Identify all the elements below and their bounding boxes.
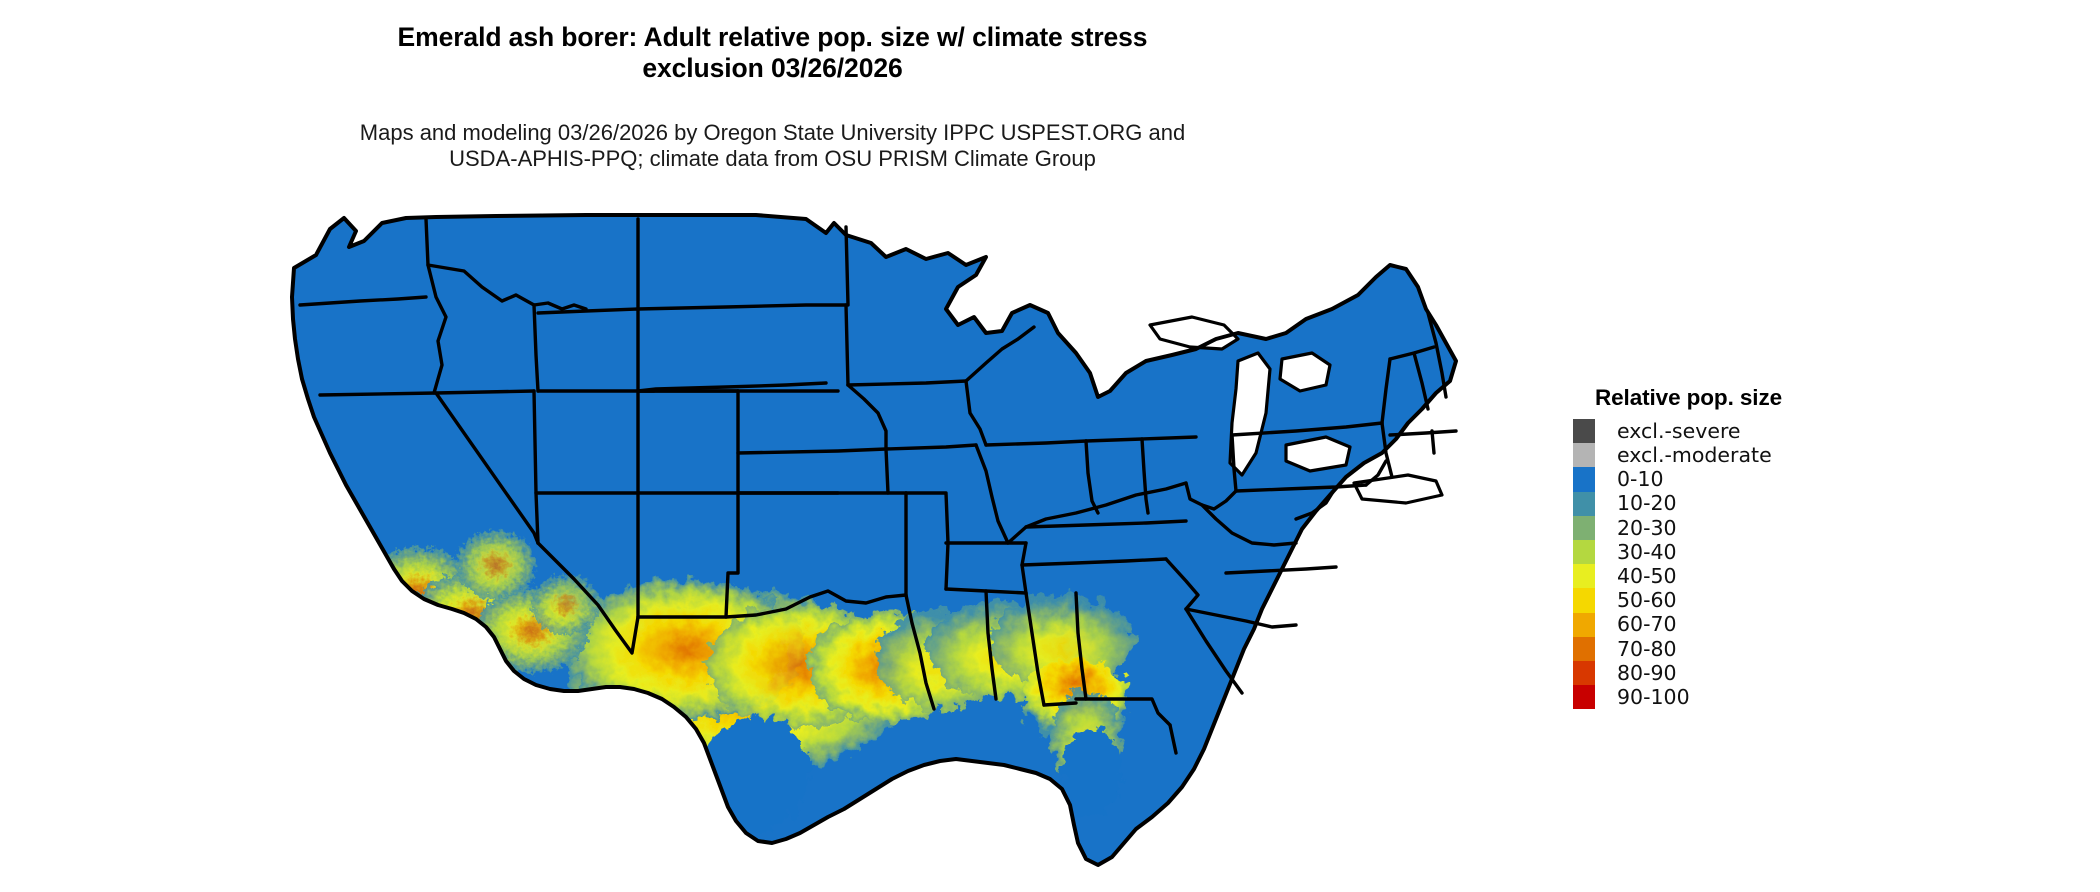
legend-swatch bbox=[1573, 685, 1595, 710]
legend-swatch bbox=[1573, 443, 1595, 468]
legend-item: 50-60 bbox=[1573, 588, 1993, 613]
legend-label: 30-40 bbox=[1617, 539, 1677, 564]
legend-item: 80-90 bbox=[1573, 660, 1993, 686]
legend-label: 90-100 bbox=[1617, 684, 1690, 709]
legend-label: 40-50 bbox=[1617, 563, 1677, 588]
legend-label: 60-70 bbox=[1617, 612, 1677, 637]
legend-item: 70-80 bbox=[1573, 636, 1993, 661]
cool-south-texas bbox=[702, 717, 1122, 829]
legend-item: excl.-moderate bbox=[1573, 443, 1993, 468]
legend-swatch bbox=[1573, 491, 1595, 516]
legend-item: 30-40 bbox=[1573, 539, 1993, 565]
legend-label: 10-20 bbox=[1617, 491, 1677, 516]
legend-swatch bbox=[1573, 660, 1595, 686]
legend-swatch bbox=[1573, 612, 1595, 637]
legend-swatch bbox=[1573, 467, 1595, 492]
legend-swatch bbox=[1573, 564, 1595, 589]
map-svg bbox=[290, 213, 1458, 867]
legend: Relative pop. size excl.-severe excl.-mod… bbox=[1573, 385, 1993, 710]
legend-swatch bbox=[1573, 539, 1595, 565]
legend-swatch bbox=[1573, 636, 1595, 661]
legend-swatch bbox=[1573, 515, 1595, 540]
legend-item: 10-20 bbox=[1573, 491, 1993, 516]
legend-items: excl.-severe excl.-moderate 0-10 10-20 20-30… bbox=[1573, 418, 1993, 710]
legend-label: 70-80 bbox=[1617, 636, 1677, 661]
legend-label: excl.-moderate bbox=[1617, 443, 1772, 468]
great-lakes bbox=[1148, 315, 1444, 505]
subtitle-line-2: USDA-APHIS-PPQ; climate data from OSU PR… bbox=[449, 146, 1096, 172]
legend-item: 60-70 bbox=[1573, 612, 1993, 637]
legend-label: 0-10 bbox=[1617, 467, 1664, 492]
title-line-1: Emerald ash borer: Adult relative pop. s… bbox=[397, 22, 1148, 52]
page-subtitle: Maps and modeling 03/26/2026 by Oregon S… bbox=[0, 120, 1545, 173]
legend-item: 20-30 bbox=[1573, 515, 1993, 540]
legend-label: excl.-severe bbox=[1617, 418, 1741, 443]
state-boundaries bbox=[290, 213, 1458, 867]
legend-item: 90-100 bbox=[1573, 684, 1993, 710]
legend-item: 40-50 bbox=[1573, 563, 1993, 589]
legend-swatch bbox=[1573, 419, 1595, 444]
legend-swatch bbox=[1573, 588, 1595, 613]
title-line-2: exclusion 03/26/2026 bbox=[642, 53, 903, 84]
subtitle-line-1: Maps and modeling 03/26/2026 by Oregon S… bbox=[359, 120, 1186, 145]
legend-title: Relative pop. size bbox=[1595, 385, 1783, 410]
page-title: Emerald ash borer: Adult relative pop. s… bbox=[0, 22, 1545, 85]
legend-item: 0-10 bbox=[1573, 467, 1993, 492]
us-choropleth-map bbox=[286, 213, 1526, 873]
legend-label: 20-30 bbox=[1617, 515, 1677, 540]
legend-item: excl.-severe bbox=[1573, 418, 1993, 444]
legend-label: 80-90 bbox=[1617, 660, 1677, 685]
legend-label: 50-60 bbox=[1617, 588, 1677, 613]
